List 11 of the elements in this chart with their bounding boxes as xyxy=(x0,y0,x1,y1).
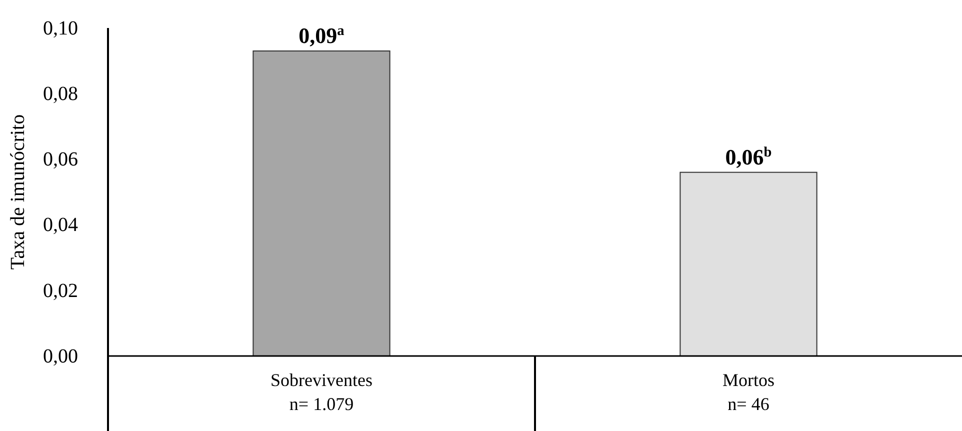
y-tick-label: 0,00 xyxy=(43,345,78,368)
y-tick-label: 0,06 xyxy=(43,148,78,171)
y-tick-label: 0,10 xyxy=(43,17,78,40)
y-tick-label: 0,08 xyxy=(43,83,78,105)
x-tick-label: Sobreviventes n= 1.079 xyxy=(270,370,372,414)
y-axis-title: Taxa de imunócrito xyxy=(7,114,29,270)
x-tick-label: Mortos n= 46 xyxy=(722,370,775,414)
data-label: 0,09$^{a}$ xyxy=(298,22,344,48)
data-label: 0,06$^{b}$ xyxy=(725,144,772,170)
y-tick-label: 0,02 xyxy=(43,280,78,302)
y-tick-label: 0,04 xyxy=(43,214,78,236)
